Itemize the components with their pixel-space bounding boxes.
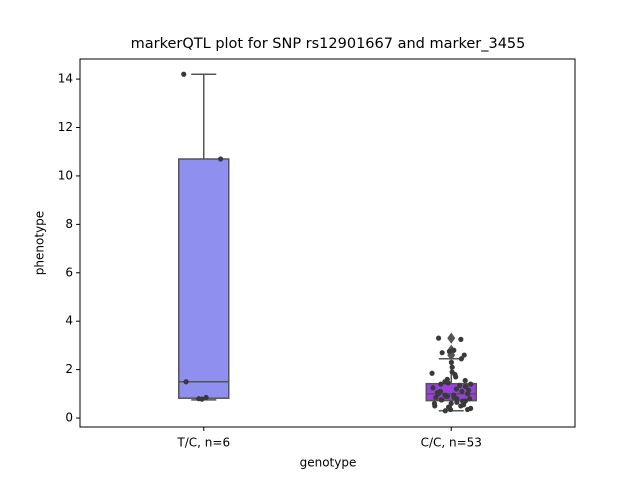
box (178, 158, 230, 399)
strip-point (462, 377, 468, 384)
strip-point (467, 396, 473, 402)
strip-point (435, 391, 441, 397)
strip-point (465, 391, 471, 397)
y-tick-label: 2 (65, 362, 73, 376)
y-tick-label: 6 (65, 265, 73, 279)
strip-point (459, 388, 465, 395)
strip-point (439, 397, 445, 403)
y-tick-label: 8 (65, 217, 73, 231)
strip-point (218, 156, 224, 162)
strip-point (458, 336, 464, 342)
y-tick-label: 10 (58, 168, 73, 182)
strip-point (445, 380, 451, 386)
strip-point (461, 352, 467, 358)
strip-point (458, 403, 464, 409)
strip-point (446, 348, 453, 355)
y-tick-label: 0 (65, 411, 73, 425)
x-axis-label: genotype (300, 456, 357, 470)
strip-point (181, 71, 187, 77)
strip-point (432, 403, 438, 409)
strip-point (464, 406, 471, 413)
strip-point (442, 408, 448, 414)
chart-title: markerQTL plot for SNP rs12901667 and ma… (131, 36, 526, 52)
strip-point (454, 396, 460, 402)
strip-point (453, 386, 459, 392)
y-tick-label: 14 (58, 72, 73, 86)
strip-point (453, 374, 459, 380)
strip-point (199, 396, 205, 402)
plot-frame (79, 58, 576, 428)
strip-point (457, 382, 463, 388)
strip-point (454, 399, 460, 405)
strip-point (451, 347, 457, 353)
strip-point (429, 370, 435, 376)
strip-point (439, 350, 445, 356)
strip-point (430, 385, 436, 391)
y-axis-label: phenotype (33, 211, 47, 275)
strip-point (447, 406, 454, 413)
strip-point (435, 335, 442, 341)
flier (447, 332, 456, 344)
strip-point (458, 356, 464, 362)
strip-point (468, 381, 474, 387)
strip-point (462, 383, 468, 390)
strip-point (444, 393, 451, 399)
x-tick-label: C/C, n=53 (421, 436, 482, 450)
strip-point (448, 400, 454, 407)
x-tick-label: T/C, n=6 (176, 436, 230, 450)
strip-point (203, 394, 209, 401)
strip-point (433, 394, 439, 401)
strip-point (449, 364, 455, 370)
y-tick-label: 12 (58, 120, 73, 134)
strip-point (183, 379, 189, 385)
y-tick-label: 4 (65, 314, 73, 328)
strip-point (438, 381, 444, 387)
strip-point (448, 359, 455, 365)
